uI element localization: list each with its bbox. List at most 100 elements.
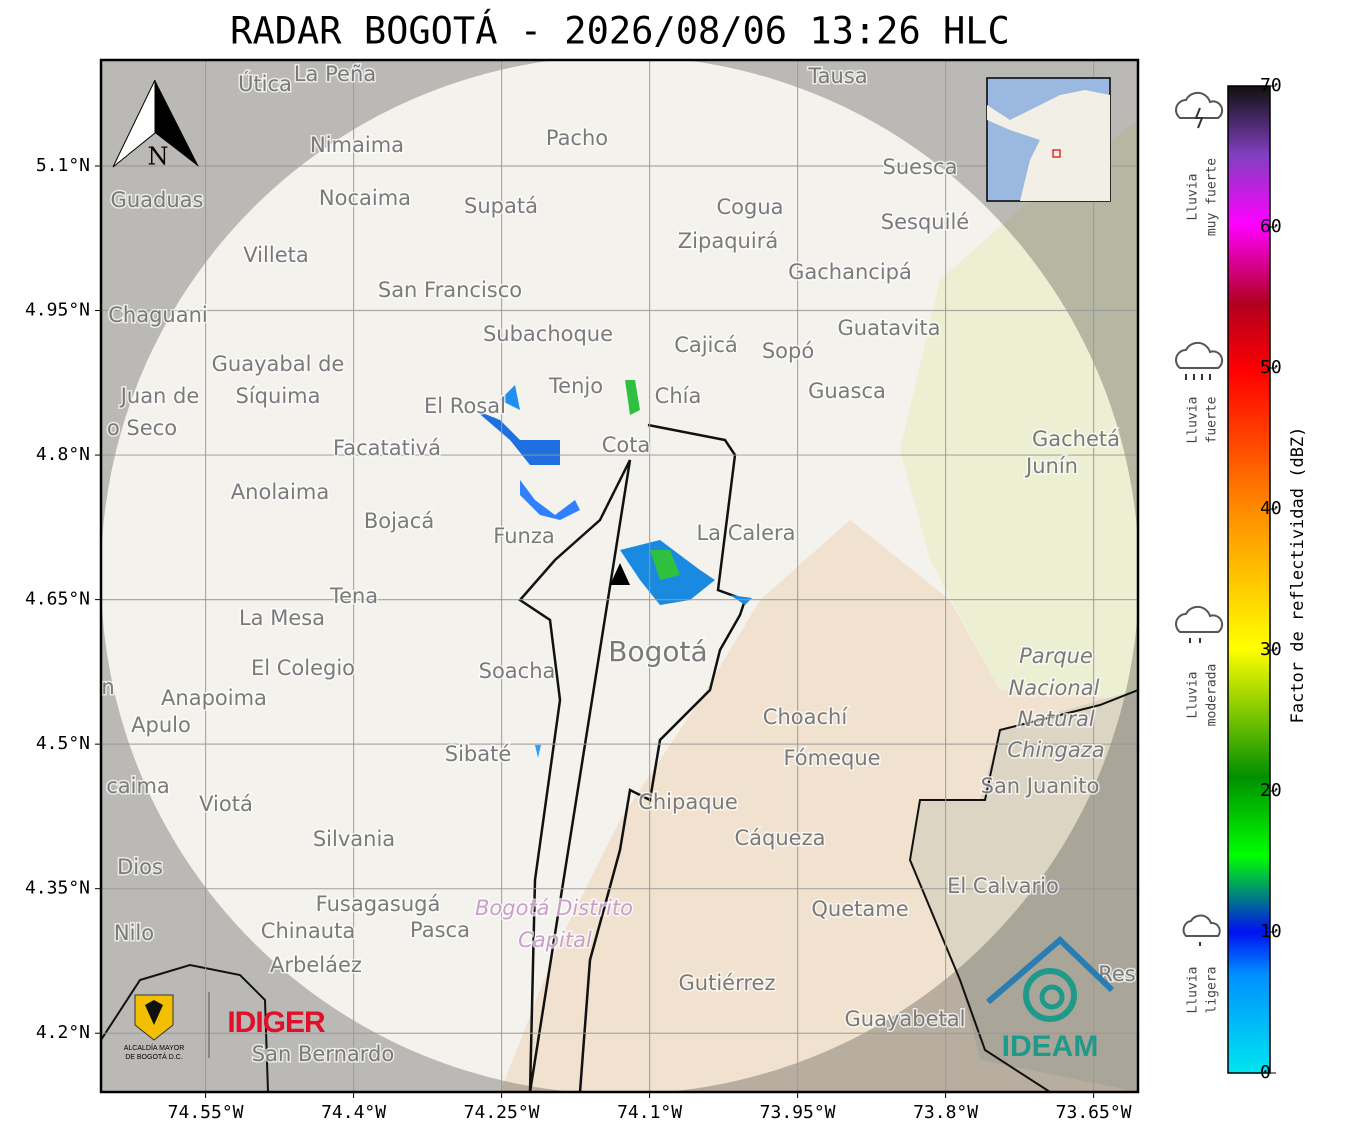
place-label: Nimaima [310,133,404,157]
legend-label: ligera [1205,967,1220,1014]
title: RADAR BOGOTÁ - 2026/08/06 13:26 HLC [230,9,1010,53]
y-tick-label: 4.5°N [36,733,90,754]
colorbar-tick-label: 60 [1260,216,1282,237]
place-label: Nacional [1009,676,1100,700]
place-label: Viotá [199,792,253,816]
place-label: Cáqueza [735,826,826,850]
colorbar-tick-label: 10 [1260,921,1282,942]
place-label: n [101,675,114,699]
place-label: Tenjo [548,374,603,398]
place-label: Junín [1024,454,1078,478]
y-tick-label: 4.35°N [25,878,90,899]
place-label: Guasca [808,379,886,403]
legend-label: Lluvia [1186,672,1201,719]
legend-label: Lluvia [1186,967,1201,1014]
place-label: Útica [238,71,292,96]
place-label: El Colegio [251,656,355,680]
x-tick-label: 74.25°W [464,1102,540,1123]
place-label: Arbeláez [270,953,362,977]
x-tick-label: 73.65°W [1056,1102,1132,1123]
place-label: Quetame [811,897,908,921]
place-label: Dios [117,855,163,879]
x-tick-label: 74.1°W [617,1102,682,1123]
place-label: Sesquilé [881,210,969,234]
place-label: Zipaquirá [678,229,778,253]
place-label: Gachancipá [788,260,912,284]
colorbar-tick-label: 30 [1260,639,1282,660]
colorbar-axis: 0 10 20 30 40 50 60 70 [1260,75,1282,1083]
legend-label: muy fuerte [1205,158,1220,236]
radar-site [610,563,630,585]
place-label: Bojacá [364,509,434,533]
place-label: Gachetá [1032,427,1120,451]
inset-map [986,77,1111,202]
place-label: Apulo [131,713,191,737]
place-label: El Calvario [947,874,1059,898]
place-label: Fusagasugá [316,892,441,916]
axes: 74.55°W 74.4°W 74.25°W 74.1°W 73.95°W 73.8°W 7… [25,155,1132,1123]
place-label: Gutiérrez [679,971,776,995]
place-label: Chingaza [1007,738,1104,762]
place-label: San Bernardo [252,1042,394,1066]
place-label: Villeta [243,243,308,267]
place-label: Pacho [546,126,608,150]
place-label: Guayabal de [212,352,345,376]
x-tick-label: 74.4°W [321,1102,386,1123]
place-label: Funza [493,524,554,548]
colorbar-label: Factor de reflectividad (dBZ) [1288,427,1308,724]
place-label: Guatavita [838,316,941,340]
place-label: Supatá [464,194,538,218]
legend-label: fuerte [1205,396,1220,443]
alcaldia-logo: ALCALDÍA MAYOR DE BOGOTÁ D.C. IDIGER [124,992,327,1061]
logo-text: DE BOGOTÁ D.C. [125,1052,183,1061]
place-label: Nocaima [319,186,411,210]
y-tick-label: 4.65°N [25,589,90,610]
place-label: Parque [1019,644,1093,668]
y-tick-label: 4.8°N [36,444,90,465]
colorbar-tick-label: 40 [1260,498,1282,519]
legend-label: moderada [1205,664,1220,727]
place-label: Sibaté [445,742,512,766]
place-label: Pasca [410,918,470,942]
radar-echoes [475,380,752,758]
map-frame [99,58,1140,1094]
legend-label: Lluvia [1186,174,1201,221]
place-label: Subachoque [483,322,613,346]
ideam-logo: IDEAM [986,935,1115,1063]
place-label: Capital [518,928,592,952]
place-label: Sopó [762,339,814,363]
y-tick-label: 5.1°N [36,155,90,176]
place-label: San Juanito [981,774,1100,798]
y-tick-label: 4.95°N [25,300,90,321]
place-label: Chipaque [638,790,738,814]
compass: N [112,79,199,171]
place-label: Tausa [807,64,867,88]
place-label: Silvania [313,827,395,851]
place-label: Bogotá [608,635,707,668]
place-label: Anolaima [231,480,329,504]
place-label: El Rosal [424,394,506,418]
grid [101,60,1138,1092]
place-label: Chinauta [261,919,355,943]
colorbar-tick-label: 0 [1260,1062,1271,1083]
compass-label: N [148,143,169,171]
place-label: Natural [1017,707,1095,731]
place-label: Chía [655,384,702,408]
places: Útica La Peña Tausa Pacho Nimaima Suesca Guadu… [101,61,1137,1068]
colorbar [1227,85,1271,1074]
place-label: Facatativá [333,436,441,460]
colorbar-tick-label: 20 [1260,780,1282,801]
colorbar-tick-label: 50 [1260,357,1282,378]
boundary [101,689,1138,1092]
place-label: Juan de [119,384,200,408]
place-label: Nilo [114,921,154,945]
place-label: Cogua [716,195,783,219]
place-label: La Peña [294,62,376,86]
place-label: Anapoima [161,686,267,710]
place-label: San Francisco [378,278,522,302]
place-label: Soacha [479,659,556,683]
place-label: Chaguani [108,303,208,327]
